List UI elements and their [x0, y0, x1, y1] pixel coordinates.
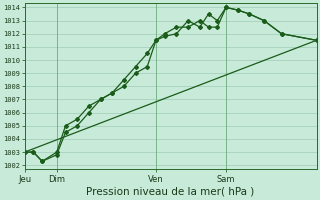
X-axis label: Pression niveau de la mer( hPa ): Pression niveau de la mer( hPa ) — [86, 187, 255, 197]
